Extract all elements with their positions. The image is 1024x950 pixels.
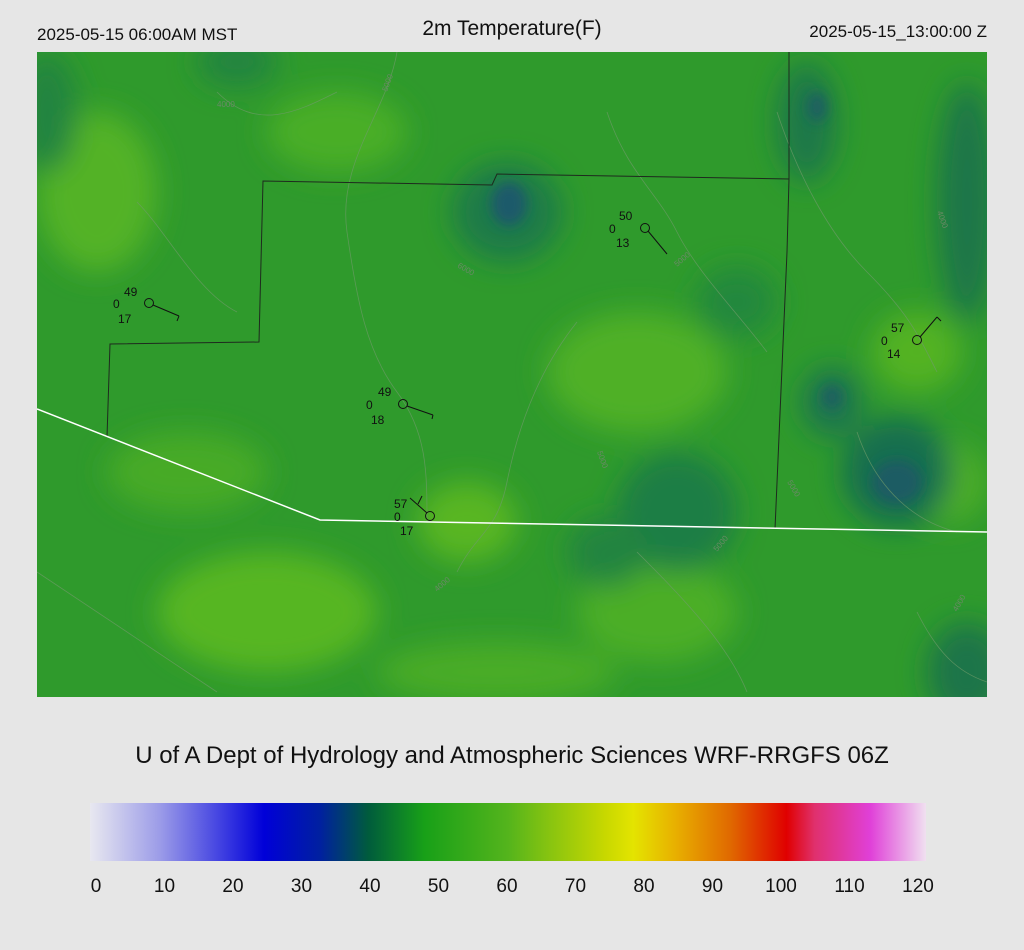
wind-barb-icon bbox=[919, 316, 942, 338]
colorbar-tick: 20 bbox=[222, 876, 244, 897]
station-plot: 49 0 17 bbox=[113, 285, 180, 326]
station-dewpoint: 14 bbox=[887, 347, 901, 361]
colorbar-tick: 90 bbox=[701, 876, 724, 897]
local-time-label: 2025-05-15 06:00AM MST bbox=[37, 25, 238, 44]
station-plot: 57 0 17 bbox=[394, 495, 435, 538]
station-temp: 57 bbox=[394, 497, 408, 511]
colorbar-tick: 50 bbox=[427, 876, 450, 897]
colorbar-tick: 30 bbox=[290, 876, 313, 897]
station-dewpoint: 17 bbox=[118, 312, 132, 326]
map-canvas: 4000 5000 5000 5000 6000 4000 5000 4000 … bbox=[37, 52, 987, 697]
station-cloud: 0 bbox=[113, 297, 120, 311]
station-circle-icon bbox=[640, 223, 650, 233]
wind-barb-icon bbox=[409, 495, 428, 514]
colorbar-tick: 70 bbox=[564, 876, 587, 897]
temperature-colorbar bbox=[90, 803, 926, 861]
station-dewpoint: 13 bbox=[616, 236, 630, 250]
station-cloud: 0 bbox=[394, 510, 401, 524]
station-cloud: 0 bbox=[881, 334, 888, 348]
temperature-field bbox=[37, 52, 987, 697]
wind-barb-icon bbox=[647, 230, 668, 255]
station-plot: 50 0 13 bbox=[609, 209, 668, 255]
colorbar-tick: 80 bbox=[633, 876, 655, 897]
station-plot: 49 0 18 bbox=[366, 385, 434, 427]
station-circle-icon bbox=[144, 298, 154, 308]
temperature-map: 4000 5000 5000 5000 6000 4000 5000 4000 … bbox=[37, 52, 987, 697]
station-plot: 57 0 14 bbox=[881, 316, 942, 361]
station-temp: 57 bbox=[891, 321, 905, 335]
utc-time-label: 2025-05-15_13:00:00 Z bbox=[809, 22, 987, 41]
station-cloud: 0 bbox=[366, 398, 373, 412]
colorbar-tick: 110 bbox=[834, 876, 865, 897]
station-temp: 49 bbox=[378, 385, 392, 399]
station-dewpoint: 17 bbox=[400, 524, 414, 538]
station-temp: 50 bbox=[619, 209, 633, 223]
contour-label: 4000 bbox=[217, 100, 235, 109]
map-title: 2m Temperature(F) bbox=[422, 17, 602, 40]
colorbar-tick: 100 bbox=[765, 876, 797, 897]
colorbar-tick: 40 bbox=[359, 876, 381, 897]
wind-barb-icon bbox=[152, 304, 180, 322]
station-circle-icon bbox=[912, 335, 922, 345]
station-circle-icon bbox=[398, 399, 408, 409]
colorbar-tick: 10 bbox=[153, 876, 176, 897]
colorbar-tick: 0 bbox=[90, 876, 102, 897]
colorbar-tick: 60 bbox=[496, 876, 518, 897]
station-temp: 49 bbox=[124, 285, 138, 299]
county-boundary bbox=[106, 173, 790, 530]
wind-barb-icon bbox=[406, 405, 434, 420]
station-cloud: 0 bbox=[609, 222, 616, 236]
station-dewpoint: 18 bbox=[371, 413, 385, 427]
colorbar-tick: 120 bbox=[902, 876, 934, 897]
international-border bbox=[37, 408, 987, 533]
station-circle-icon bbox=[425, 511, 435, 521]
model-credit: U of A Dept of Hydrology and Atmospheric… bbox=[135, 742, 889, 769]
terrain-contours bbox=[37, 52, 987, 693]
